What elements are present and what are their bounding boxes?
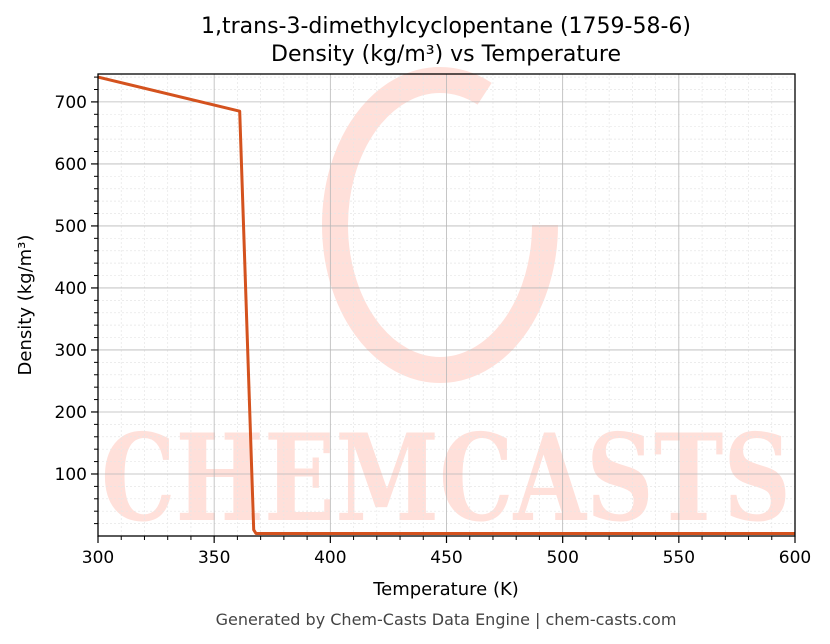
- x-tick-label: 550: [663, 548, 695, 568]
- y-tick-label: 700: [55, 93, 87, 113]
- x-tick-label: 500: [546, 548, 578, 568]
- y-tick-label: 500: [55, 217, 87, 237]
- x-tick-label: 350: [198, 548, 230, 568]
- y-tick-label: 100: [55, 465, 87, 485]
- chart-subtitle: Density (kg/m³) vs Temperature: [271, 42, 621, 67]
- y-tick-label: 300: [55, 341, 87, 361]
- footer-credit: Generated by Chem-Casts Data Engine | ch…: [216, 610, 677, 629]
- x-tick-label: 300: [82, 548, 114, 568]
- x-axis: 300 350 400 450 500 550 600: [82, 536, 811, 568]
- chart-title: 1,trans-3-dimethylcyclopentane (1759-58-…: [201, 14, 691, 39]
- x-tick-label: 400: [314, 548, 346, 568]
- density-series-line: [97, 75, 795, 535]
- y-axis-label: Density (kg/m³): [15, 235, 36, 376]
- y-axis: 100 200 300 400 500 600 700: [55, 76, 98, 525]
- series-layer: [97, 75, 795, 535]
- watermark-logo-ring: [322, 67, 558, 383]
- y-tick-label: 200: [55, 403, 87, 423]
- x-tick-label: 600: [779, 548, 811, 568]
- watermark: CHEMCASTS: [101, 67, 791, 549]
- x-axis-label: Temperature (K): [372, 579, 519, 600]
- x-tick-label: 450: [430, 548, 462, 568]
- watermark-text: CHEMCASTS: [101, 408, 791, 549]
- y-tick-label: 600: [55, 155, 87, 175]
- y-tick-label: 400: [55, 279, 87, 299]
